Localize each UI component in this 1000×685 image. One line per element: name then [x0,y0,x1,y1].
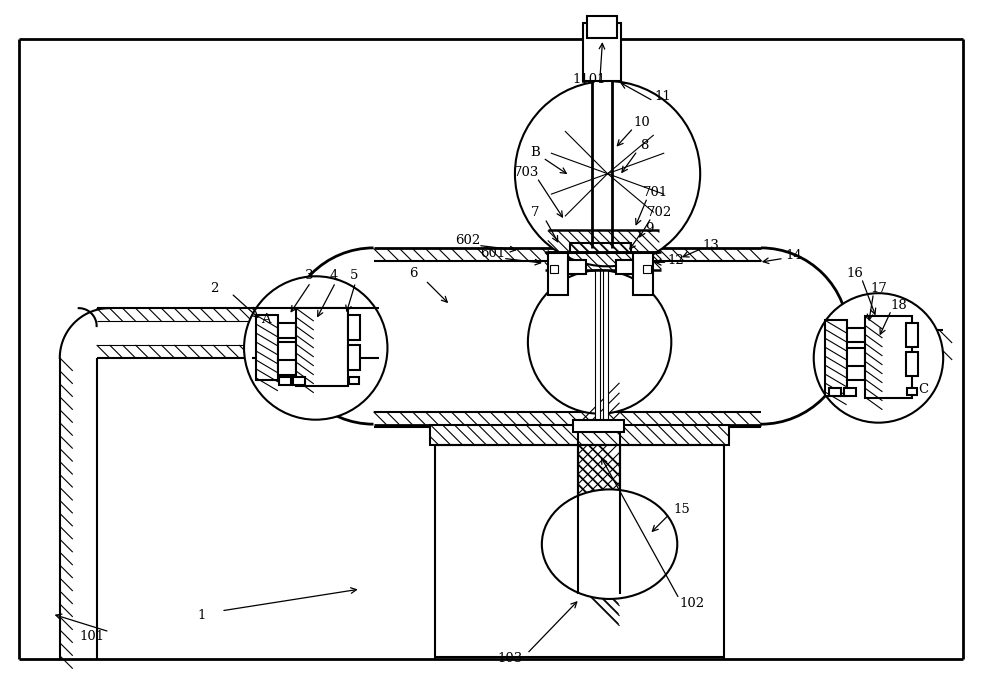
Bar [278,342,296,362]
Circle shape [528,271,671,414]
Ellipse shape [542,489,677,599]
Text: 16: 16 [846,266,863,279]
Text: 103: 103 [497,652,523,665]
Text: 102: 102 [680,597,705,610]
Bar [570,243,631,253]
Text: 701: 701 [643,186,668,199]
Bar [296,308,348,386]
Bar [293,377,305,385]
Text: 8: 8 [640,139,649,152]
Bar [430,425,729,445]
Bar [587,16,617,38]
Text: 7: 7 [531,206,539,219]
Text: 12: 12 [668,254,685,267]
Bar [847,328,865,342]
Bar [568,260,586,274]
Text: 2: 2 [210,282,218,295]
Bar [348,345,360,370]
Text: C: C [918,383,928,396]
Bar [865,316,912,398]
Text: 11: 11 [654,90,671,103]
Bar [844,388,856,396]
Bar [580,425,618,594]
Bar [278,360,296,375]
Bar [573,420,624,432]
Text: 703: 703 [514,166,540,179]
Text: 4: 4 [329,269,338,282]
Bar [60,308,97,358]
Text: 101: 101 [79,630,104,643]
Text: 18: 18 [890,299,907,312]
Text: 602: 602 [456,234,481,247]
Bar [825,320,847,396]
Bar [633,253,653,295]
Bar [907,388,917,395]
Text: 13: 13 [703,239,720,252]
Text: A: A [261,313,271,326]
Bar [829,388,841,396]
Text: 601: 601 [480,247,506,260]
Bar [847,366,865,380]
Circle shape [515,81,700,266]
Circle shape [673,249,849,423]
Bar [548,253,568,295]
Bar [256,315,278,380]
Text: 1101: 1101 [573,73,606,86]
Bar [906,323,918,347]
Bar [278,323,296,338]
Bar [550,265,558,273]
Bar [598,271,606,429]
Bar [595,271,600,425]
Text: 702: 702 [647,206,672,219]
Bar [906,352,918,376]
Bar [349,377,359,384]
Polygon shape [374,249,761,425]
Text: 9: 9 [645,222,654,235]
Text: 1: 1 [197,610,205,623]
Bar [616,260,633,274]
Circle shape [814,293,943,423]
Bar [847,348,865,368]
Circle shape [244,276,387,420]
Text: 10: 10 [633,116,650,129]
Text: 5: 5 [349,269,358,282]
Text: 6: 6 [409,266,418,279]
Bar [603,271,608,425]
Text: B: B [530,147,540,160]
Text: 17: 17 [870,282,887,295]
Bar [279,377,291,385]
Bar [583,23,621,81]
Text: 15: 15 [674,503,691,516]
Bar [643,265,651,273]
Circle shape [286,249,461,423]
Text: 14: 14 [785,249,802,262]
Text: 3: 3 [305,269,313,282]
Bar [348,315,360,340]
Bar [592,23,612,249]
